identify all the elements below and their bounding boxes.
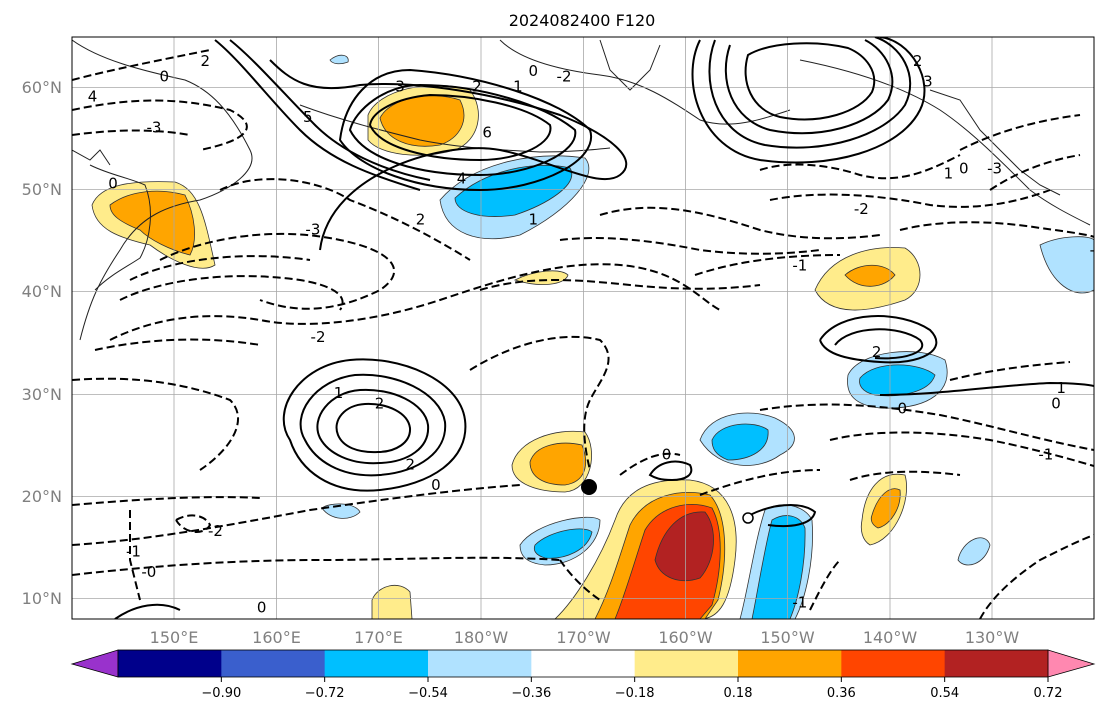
colorbar-segment bbox=[634, 650, 739, 677]
colorbar-frame bbox=[117, 649, 1049, 678]
contour-label: 4 bbox=[88, 88, 98, 106]
lon-label: 130°W bbox=[965, 628, 1020, 647]
colorbar-segment bbox=[738, 650, 842, 677]
colorbar-segment bbox=[944, 650, 1049, 677]
contour-label: 5 bbox=[303, 108, 313, 126]
lat-label: 60°N bbox=[22, 78, 62, 97]
contour-label: -2 bbox=[311, 328, 326, 346]
graticule bbox=[72, 37, 1094, 619]
contour-label: 2 bbox=[416, 210, 426, 228]
lat-label: 50°N bbox=[22, 180, 62, 199]
lon-label: 150°E bbox=[150, 628, 199, 647]
contour-label: 2 bbox=[872, 343, 882, 361]
colorbar-extend-max bbox=[1047, 649, 1096, 678]
contour-label: 2 bbox=[472, 78, 482, 96]
contour-label: -2 bbox=[854, 200, 869, 218]
lat-label: 40°N bbox=[22, 282, 62, 301]
lon-label: 170°W bbox=[556, 628, 611, 647]
contour-label: 4 bbox=[457, 169, 467, 187]
contour-label: -3 bbox=[147, 118, 162, 136]
contour-label: 3 bbox=[395, 78, 405, 96]
contour-label: -3 bbox=[987, 159, 1002, 177]
contour-label: 0 bbox=[529, 62, 539, 80]
contour-label: 2 bbox=[406, 456, 416, 474]
contour-label: -0 bbox=[141, 563, 156, 581]
latitude-labels: 60°N 50°N 40°N 30°N 20°N 10°N bbox=[22, 78, 62, 608]
contour-label: 0 bbox=[959, 159, 969, 177]
colorbar-segment bbox=[841, 650, 946, 677]
lon-label: 150°W bbox=[760, 628, 815, 647]
contour-label: 2 bbox=[375, 394, 385, 412]
contour-label: 0 bbox=[431, 476, 441, 494]
positive-contours bbox=[114, 37, 1094, 619]
colorbar-tick-label: 0.72 bbox=[1034, 686, 1063, 701]
colorbar-segment bbox=[324, 650, 429, 677]
map-title: 2024082400 F120 bbox=[509, 11, 656, 30]
colorbar-tick-label: −0.72 bbox=[305, 686, 345, 701]
contour-label: 2 bbox=[200, 52, 210, 70]
map-frame bbox=[71, 36, 1095, 620]
contour-label: 0 bbox=[662, 445, 672, 463]
contour-label: 2 bbox=[913, 52, 923, 70]
lon-label: 160°E bbox=[252, 628, 301, 647]
colorbar-tick-label: −0.36 bbox=[511, 686, 551, 701]
contour-label: -2 bbox=[208, 522, 223, 540]
hollow-marker bbox=[742, 512, 754, 524]
contour-label: -1 bbox=[126, 543, 141, 561]
contour-label: 1 bbox=[1056, 379, 1066, 397]
lon-label: 160°W bbox=[658, 628, 713, 647]
lon-label: 180°W bbox=[454, 628, 509, 647]
longitude-labels: 150°E 160°E 170°E 180°W 170°W 160°W 150°… bbox=[150, 628, 1020, 647]
lon-label: 140°W bbox=[863, 628, 918, 647]
contour-label: 0 bbox=[159, 67, 169, 85]
contour-label: 0 bbox=[257, 599, 267, 617]
contour-label: 0 bbox=[898, 399, 908, 417]
shading-layer bbox=[91, 54, 1094, 619]
colorbar-segment bbox=[118, 650, 222, 677]
contour-label: 6 bbox=[482, 123, 492, 141]
contour-label: -2 bbox=[557, 67, 572, 85]
colorbar-tick-label: −0.90 bbox=[201, 686, 241, 701]
contour-label: -1 bbox=[792, 594, 807, 612]
contour-label: 1 bbox=[334, 384, 344, 402]
colorbar-extend-min bbox=[70, 649, 119, 678]
lat-label: 30°N bbox=[22, 385, 62, 404]
colorbar-segment bbox=[221, 650, 326, 677]
colorbar-tick-label: −0.54 bbox=[408, 686, 448, 701]
lat-label: 20°N bbox=[22, 487, 62, 506]
contour-label: 0 bbox=[1051, 394, 1061, 412]
contour-label: -1 bbox=[792, 256, 807, 274]
colorbar-tick-label: 0.36 bbox=[827, 686, 856, 701]
colorbar-tick-label: −0.18 bbox=[615, 686, 655, 701]
contour-label: 1 bbox=[944, 164, 954, 182]
contour-label: 3 bbox=[923, 72, 933, 90]
colorbar-segment bbox=[531, 650, 636, 677]
contour-label: 1 bbox=[513, 78, 523, 96]
storm-marker bbox=[581, 479, 597, 495]
contour-label: -1 bbox=[1038, 445, 1053, 463]
lon-label: 170°E bbox=[354, 628, 403, 647]
contour-label: -3 bbox=[305, 221, 320, 239]
contour-label: 1 bbox=[529, 210, 539, 228]
coastlines bbox=[72, 39, 1091, 341]
lat-label: 10°N bbox=[22, 589, 62, 608]
colorbar-segment bbox=[428, 650, 532, 677]
colorbar-tick-label: 0.54 bbox=[930, 686, 959, 701]
colorbar: −0.90 −0.72 −0.54 −0.36 −0.18 0.18 0.36 0.54 0.7… bbox=[70, 649, 1096, 701]
colorbar-tick-label: 0.18 bbox=[724, 686, 753, 701]
negative-contours bbox=[72, 49, 1094, 619]
contour-label: 0 bbox=[108, 175, 118, 193]
contour-label: -2 bbox=[1090, 241, 1105, 259]
